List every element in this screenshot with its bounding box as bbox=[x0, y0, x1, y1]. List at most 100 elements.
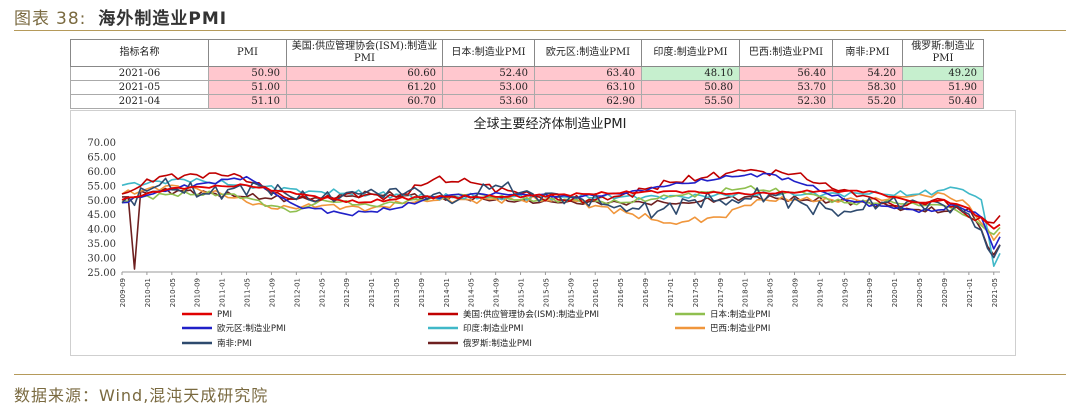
x-tick-label: 2011-05 bbox=[244, 278, 252, 307]
y-tick-label: 50.00 bbox=[87, 196, 116, 207]
series-line bbox=[121, 183, 1001, 230]
x-tick-label: 2014-05 bbox=[468, 278, 476, 307]
table-cell: 62.90 bbox=[534, 94, 642, 109]
x-tick-label: 2015-01 bbox=[518, 278, 526, 307]
x-tick-label: 2018-09 bbox=[792, 278, 800, 307]
pmi-table: 指标名称 PMI 美国:供应管理协会(ISM):制造业PMI 日本:制造业PMI… bbox=[70, 39, 984, 109]
x-tick-label: 2016-01 bbox=[592, 278, 600, 307]
x-tick-label: 2019-01 bbox=[816, 278, 824, 307]
caption-label: 图表 bbox=[14, 9, 50, 29]
x-tick-label: 2012-01 bbox=[293, 278, 301, 307]
chart-title: 全球主要经济体制造业PMI bbox=[474, 116, 627, 132]
x-tick-label: 2013-09 bbox=[418, 278, 426, 307]
table-cell: 50.40 bbox=[902, 94, 984, 109]
table-cell: 55.50 bbox=[641, 94, 740, 109]
x-tick-label: 2018-05 bbox=[767, 278, 775, 307]
bottom-rule bbox=[14, 374, 1066, 375]
table-cell: 63.40 bbox=[534, 66, 642, 81]
x-tick-label: 2013-05 bbox=[393, 278, 401, 307]
legend-item: 南非:PMI bbox=[217, 338, 252, 349]
legend-item: 俄罗斯:制造业PMI bbox=[463, 338, 532, 349]
y-tick-label: 45.00 bbox=[87, 210, 116, 221]
top-rule bbox=[14, 30, 1066, 31]
table-cell: 53.70 bbox=[739, 80, 833, 95]
y-tick-label: 30.00 bbox=[87, 254, 116, 265]
table-cell: 51.90 bbox=[902, 80, 984, 95]
x-tick-label: 2018-01 bbox=[742, 278, 750, 307]
table-cell: 51.10 bbox=[208, 94, 287, 109]
y-tick-label: 65.00 bbox=[87, 152, 116, 163]
table-cell: 55.20 bbox=[832, 94, 903, 109]
x-tick-label: 2021-01 bbox=[966, 278, 974, 307]
x-tick-label: 2016-09 bbox=[642, 278, 650, 307]
legend-item: 日本:制造业PMI bbox=[710, 309, 770, 320]
caption-title: 海外制造业PMI bbox=[98, 9, 228, 29]
legend-item: PMI bbox=[217, 310, 232, 320]
row-date: 2021-06 bbox=[70, 66, 209, 81]
col-header-russia: 俄罗斯:制造业PMI bbox=[902, 39, 984, 67]
x-tick-label: 2015-05 bbox=[542, 278, 550, 307]
table-cell: 48.10 bbox=[641, 66, 740, 81]
x-tick-label: 2019-09 bbox=[866, 278, 874, 307]
col-header-eurozone: 欧元区:制造业PMI bbox=[534, 39, 642, 67]
x-tick-label: 2013-01 bbox=[368, 278, 376, 307]
x-tick-label: 2020-09 bbox=[941, 278, 949, 307]
table-header-row: 指标名称 PMI 美国:供应管理协会(ISM):制造业PMI 日本:制造业PMI… bbox=[70, 39, 984, 67]
legend-item: 巴西:制造业PMI bbox=[710, 323, 770, 334]
col-header-india: 印度:制造业PMI bbox=[641, 39, 740, 67]
table-row: 2021-04 51.10 60.70 53.60 62.90 55.50 52… bbox=[70, 94, 984, 109]
table-cell: 60.60 bbox=[286, 66, 443, 81]
col-header-japan: 日本:制造业PMI bbox=[442, 39, 535, 67]
figure-caption: 图表 38: 海外制造业PMI bbox=[14, 4, 227, 29]
table-cell: 53.60 bbox=[442, 94, 535, 109]
x-tick-label: 2014-01 bbox=[443, 278, 451, 307]
source-note: 数据来源：Wind,混沌天成研究院 bbox=[14, 386, 269, 405]
x-tick-label: 2011-01 bbox=[219, 278, 227, 307]
x-tick-label: 2020-01 bbox=[891, 278, 899, 307]
pmi-line-chart: 全球主要经济体制造业PMI 70.00 65.00 60.00 55.00 50.00 4… bbox=[87, 116, 1001, 349]
x-axis: 2009-09 2010-01 2010-05 2010-09 2011-01 2011-… bbox=[119, 271, 1000, 307]
col-header-south-africa: 南非:PMI bbox=[832, 39, 903, 67]
col-header-indicator: 指标名称 bbox=[70, 39, 209, 67]
caption-number: 38: bbox=[56, 9, 87, 29]
table-cell: 61.20 bbox=[286, 80, 443, 95]
table-cell: 54.20 bbox=[832, 66, 903, 81]
table-cell: 60.70 bbox=[286, 94, 443, 109]
x-tick-label: 2014-09 bbox=[493, 278, 501, 307]
y-tick-label: 25.00 bbox=[87, 268, 116, 279]
series-layer bbox=[121, 168, 1001, 270]
legend-item: 印度:制造业PMI bbox=[463, 323, 523, 334]
x-tick-label: 2017-05 bbox=[692, 278, 700, 307]
x-tick-label: 2012-09 bbox=[343, 278, 351, 307]
y-tick-label: 60.00 bbox=[87, 167, 116, 178]
row-date: 2021-05 bbox=[70, 80, 209, 95]
table-cell: 56.40 bbox=[739, 66, 833, 81]
col-header-us-ism: 美国:供应管理协会(ISM):制造业PMI bbox=[286, 39, 443, 67]
x-tick-label: 2009-09 bbox=[119, 278, 127, 307]
series-line bbox=[121, 177, 1001, 259]
x-tick-label: 2015-09 bbox=[567, 278, 575, 307]
chart-frame bbox=[70, 110, 1016, 356]
y-tick-label: 40.00 bbox=[87, 225, 116, 236]
table-row: 2021-05 51.00 61.20 53.00 63.10 50.80 53… bbox=[70, 80, 984, 95]
x-tick-label: 2010-01 bbox=[144, 278, 152, 307]
col-header-pmi: PMI bbox=[208, 39, 287, 67]
table-cell: 58.30 bbox=[832, 80, 903, 95]
y-axis: 70.00 65.00 60.00 55.00 50.00 45.00 40.00 35.00… bbox=[87, 138, 116, 279]
x-tick-label: 2017-01 bbox=[667, 278, 675, 307]
legend-item: 美国:供应管理协会(ISM):制造业PMI bbox=[463, 309, 599, 320]
legend-item: 欧元区:制造业PMI bbox=[217, 323, 286, 334]
table-cell: 50.80 bbox=[641, 80, 740, 95]
x-tick-label: 2019-05 bbox=[841, 278, 849, 307]
x-tick-label: 2020-05 bbox=[916, 278, 924, 307]
legend: PMI 美国:供应管理协会(ISM):制造业PMI 日本:制造业PMI 欧元区:制造业… bbox=[182, 309, 770, 349]
x-tick-label: 2010-09 bbox=[194, 278, 202, 307]
y-tick-label: 70.00 bbox=[87, 138, 116, 149]
x-tick-label: 2012-05 bbox=[318, 278, 326, 307]
x-tick-label: 2017-09 bbox=[717, 278, 725, 307]
table-cell: 52.40 bbox=[442, 66, 535, 81]
x-tick-label: 2016-05 bbox=[617, 278, 625, 307]
table-cell: 53.00 bbox=[442, 80, 535, 95]
series-line bbox=[121, 185, 1001, 236]
row-date: 2021-04 bbox=[70, 94, 209, 109]
